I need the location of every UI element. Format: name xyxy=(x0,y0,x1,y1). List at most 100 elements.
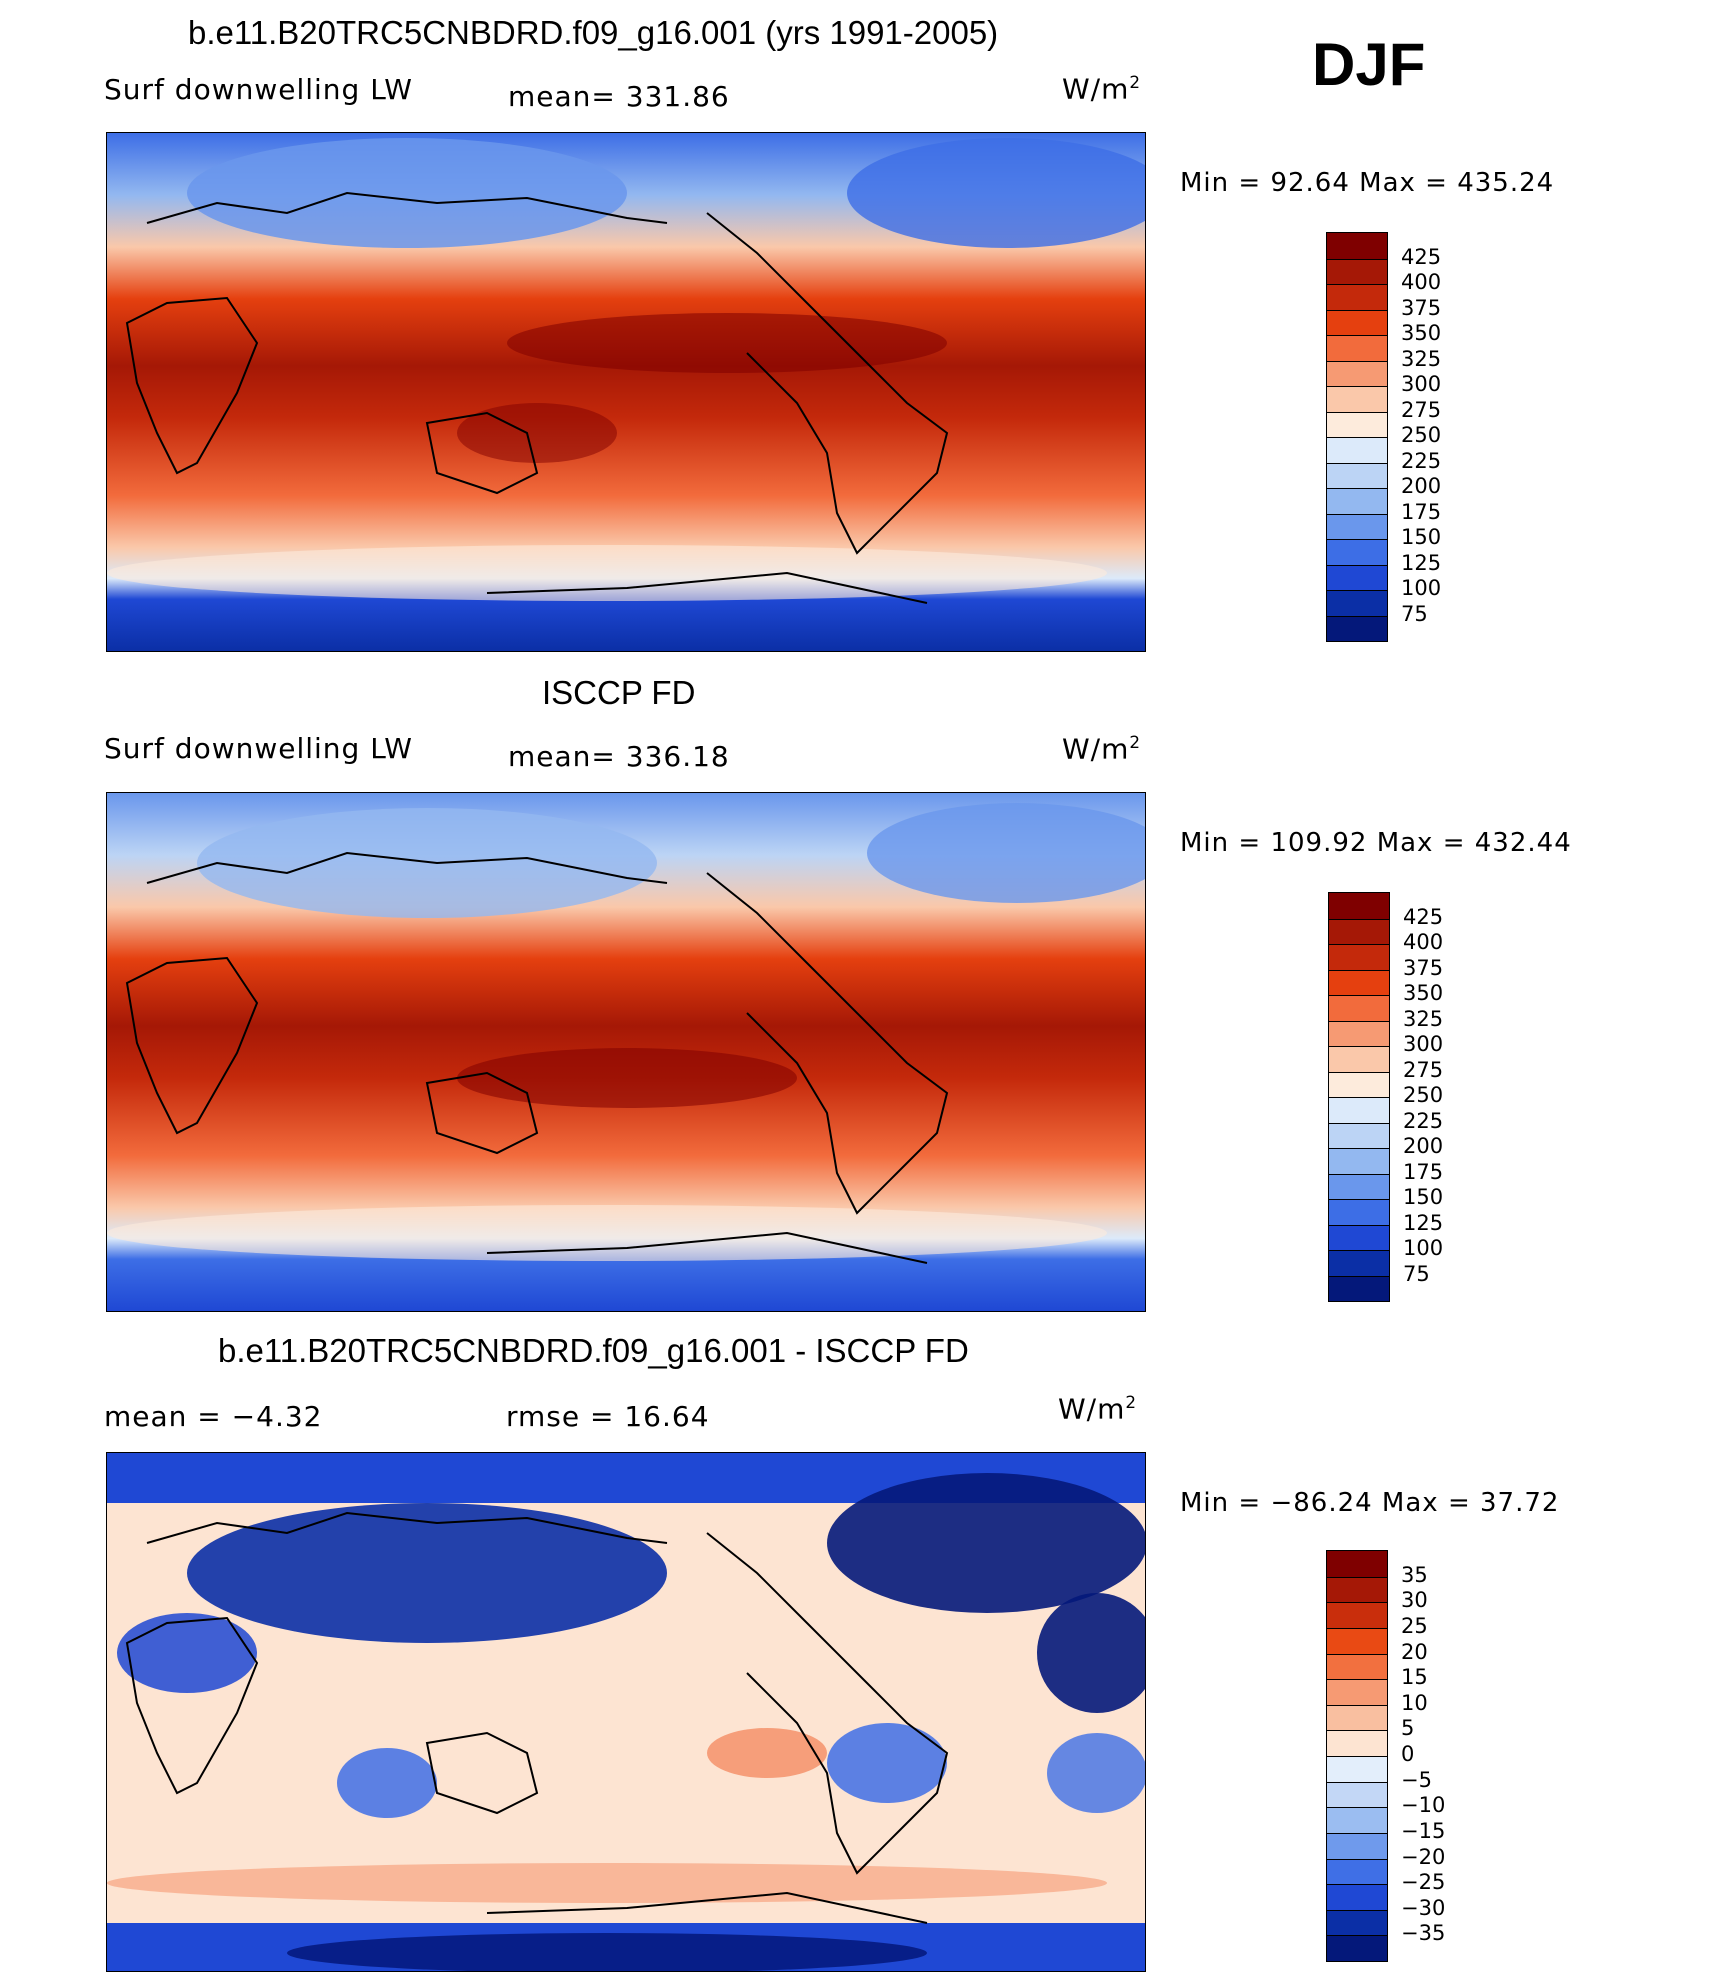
colorbar-swatch xyxy=(1329,1046,1389,1072)
colorbar-swatch xyxy=(1327,615,1387,641)
colorbar-tick-label: 275 xyxy=(1401,397,1442,422)
colorbar-tick-label: 300 xyxy=(1401,372,1442,396)
colorbar-tick-label: 425 xyxy=(1401,244,1442,269)
colorbar-swatch xyxy=(1327,1653,1387,1680)
colorbar-tick-label: 225 xyxy=(1403,1108,1444,1133)
colorbar-tick-label: 250 xyxy=(1403,1083,1444,1107)
colorbar-tick-label: 325 xyxy=(1403,1006,1444,1031)
colorbar-tick-label: 275 xyxy=(1403,1057,1444,1082)
colorbar-tick-label: 175 xyxy=(1403,1159,1444,1184)
colorbar-tick-label: 175 xyxy=(1401,499,1442,524)
colorbar-tick-label: 20 xyxy=(1401,1639,1428,1664)
colorbar-swatch xyxy=(1329,944,1389,970)
colorbar-swatch xyxy=(1327,1935,1387,1961)
colorbar-tick-label: 100 xyxy=(1401,576,1442,600)
colorbar-tick-label: 375 xyxy=(1403,955,1444,980)
panel3-coastlines xyxy=(125,1511,949,1924)
colorbar-swatch xyxy=(1327,284,1387,310)
colorbar-tick-label: 125 xyxy=(1401,550,1442,575)
panel3-units-label: W/m2 xyxy=(1058,1392,1138,1426)
colorbar-tick-label: 125 xyxy=(1403,1210,1444,1235)
colorbar-swatch xyxy=(1327,462,1387,488)
colorbar-tick-label: −20 xyxy=(1401,1844,1446,1869)
colorbar-tick-label: 400 xyxy=(1401,270,1442,294)
colorbar-swatch xyxy=(1329,1148,1389,1174)
panel2-minmax: Min = 109.92 Max = 432.44 xyxy=(1180,828,1572,858)
panel2-variable-label: Surf downwelling LW xyxy=(104,732,413,765)
colorbar-swatch xyxy=(1327,590,1387,616)
panel3-map-svg xyxy=(107,1453,1145,1971)
colorbar-swatch xyxy=(1327,437,1387,463)
colorbar-tick-label: 150 xyxy=(1403,1185,1444,1209)
colorbar-tick-label: 75 xyxy=(1401,601,1428,626)
colorbar-swatch xyxy=(1327,1781,1387,1808)
colorbar-swatch xyxy=(1327,360,1387,386)
panel1-minmax: Min = 92.64 Max = 435.24 xyxy=(1180,168,1555,198)
colorbar-swatch xyxy=(1329,893,1389,919)
colorbar-swatch xyxy=(1327,411,1387,437)
colorbar-tick-label: −35 xyxy=(1401,1921,1446,1946)
colorbar-tick-label: 25 xyxy=(1401,1613,1428,1638)
colorbar-swatch xyxy=(1329,1224,1389,1250)
colorbar-swatch xyxy=(1329,1122,1389,1148)
season-label: DJF xyxy=(1312,31,1426,98)
colorbar-swatch xyxy=(1329,1071,1389,1097)
panel2-units-label: W/m2 xyxy=(1062,732,1142,766)
panel1-mean-label: mean= 331.86 xyxy=(508,80,730,113)
colorbar-swatch xyxy=(1327,335,1387,361)
panel2-features xyxy=(107,803,1145,1261)
colorbar-tick-label: 400 xyxy=(1403,930,1444,954)
colorbar-tick-label: 10 xyxy=(1401,1690,1428,1715)
colorbar-tick-label: 5 xyxy=(1401,1716,1415,1741)
colorbar-swatch xyxy=(1327,1627,1387,1654)
colorbar-tick-label: 0 xyxy=(1401,1742,1415,1766)
colorbar-tick-label: −5 xyxy=(1401,1767,1432,1792)
colorbar-tick-label: 250 xyxy=(1401,423,1442,447)
colorbar-swatch xyxy=(1327,1576,1387,1603)
panel1-map-svg xyxy=(107,133,1145,651)
colorbar-tick-label: 200 xyxy=(1403,1134,1444,1158)
panel3-title: b.e11.B20TRC5CNBDRD.f09_g16.001 - ISCCP … xyxy=(218,1332,969,1369)
colorbar-tick-label: −10 xyxy=(1401,1793,1446,1818)
panel1-units-label: W/m2 xyxy=(1062,72,1142,106)
colorbar-swatch xyxy=(1327,233,1387,259)
colorbar-swatch xyxy=(1327,1884,1387,1910)
colorbar-tick-label: 30 xyxy=(1401,1588,1428,1613)
panel3-mean-label: mean = −4.32 xyxy=(104,1400,323,1433)
panel1-coastlines xyxy=(125,191,949,604)
colorbar-tick-label: 100 xyxy=(1403,1236,1444,1260)
panel2-colorbar: 425 400 375 350 325 300 275 250 225 200 175 150 125 1… xyxy=(1328,892,1443,1302)
colorbar-swatch xyxy=(1327,1704,1387,1731)
colorbar-tick-label: 15 xyxy=(1401,1665,1428,1690)
colorbar-swatch xyxy=(1327,1602,1387,1628)
colorbar-tick-label: 300 xyxy=(1403,1032,1444,1056)
colorbar-swatch xyxy=(1327,258,1387,284)
colorbar-swatch xyxy=(1327,513,1387,539)
colorbar-tick-label: 325 xyxy=(1401,346,1442,371)
colorbar-tick-label: 150 xyxy=(1401,525,1442,549)
colorbar-swatch xyxy=(1327,1679,1387,1705)
colorbar-tick-label: −25 xyxy=(1401,1870,1446,1895)
colorbar-swatch xyxy=(1329,969,1389,995)
colorbar-swatch xyxy=(1327,1756,1387,1782)
colorbar-tick-label: 425 xyxy=(1403,904,1444,929)
colorbar-swatch xyxy=(1327,539,1387,565)
colorbar-swatch xyxy=(1329,918,1389,944)
colorbar-swatch xyxy=(1327,1858,1387,1885)
colorbar-tick-label: 225 xyxy=(1401,448,1442,473)
panel3-colorbar: 35 30 25 20 15 10 5 0 −5 −10 −15 −20 −25 −30 −35 xyxy=(1326,1550,1445,1962)
panel1-title: b.e11.B20TRC5CNBDRD.f09_g16.001 (yrs 199… xyxy=(188,14,999,51)
panel1-map xyxy=(106,132,1146,652)
colorbar-tick-label: 75 xyxy=(1403,1261,1430,1286)
panel3-map xyxy=(106,1452,1146,1972)
colorbar-swatch xyxy=(1329,1250,1389,1276)
colorbar-tick-label: 350 xyxy=(1403,981,1444,1005)
colorbar-swatch xyxy=(1327,488,1387,514)
colorbar-swatch xyxy=(1327,309,1387,335)
colorbar-tick-label: 35 xyxy=(1401,1562,1428,1587)
panel3-minmax: Min = −86.24 Max = 37.72 xyxy=(1180,1488,1560,1518)
colorbar-swatch xyxy=(1329,1020,1389,1046)
colorbar-swatch xyxy=(1329,1097,1389,1123)
colorbar-swatch xyxy=(1327,564,1387,590)
panel2-coastlines xyxy=(125,851,949,1264)
